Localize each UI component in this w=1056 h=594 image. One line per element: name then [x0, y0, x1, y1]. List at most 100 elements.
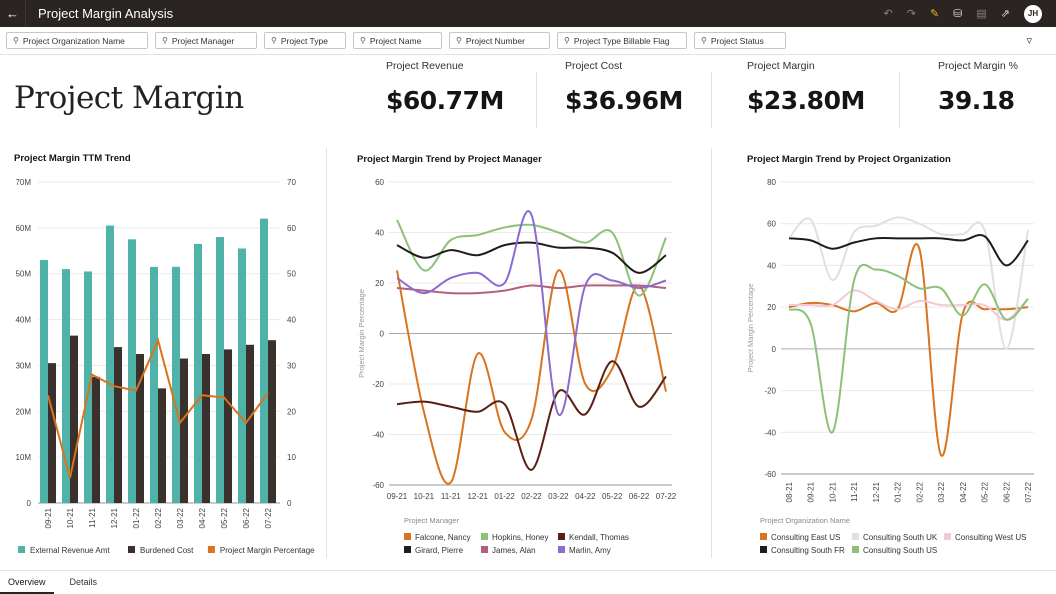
y-tick-label: -20 — [764, 387, 776, 396]
tab-overview[interactable]: Overview — [0, 571, 54, 594]
x-tick-label: 09-21 — [44, 507, 53, 528]
series-line — [396, 210, 667, 416]
legend-swatch — [760, 533, 767, 540]
kpi-value: $60.77M — [386, 86, 504, 115]
data-icon[interactable]: ⛁ — [953, 8, 963, 20]
x-tick-label: 10-21 — [66, 507, 75, 528]
series-line — [788, 216, 1029, 350]
filter-label: Project Organization Name — [22, 35, 125, 46]
kpi-label: Project Margin % — [938, 60, 1018, 72]
series-line — [788, 263, 1029, 434]
present-icon[interactable]: ⇗ — [1000, 8, 1010, 20]
x-tick-label: 10-21 — [828, 481, 837, 502]
series-line — [396, 269, 667, 485]
x-tick-label: 11-21 — [850, 481, 859, 501]
bar-cost — [268, 340, 276, 503]
filter-label: Project Manager — [171, 35, 235, 46]
kpi-value: $23.80M — [747, 86, 865, 115]
kpi-label: Project Cost — [565, 60, 623, 72]
app-title: Project Margin Analysis — [38, 6, 174, 21]
y-tick-label: 40 — [767, 261, 776, 270]
avatar[interactable]: JH — [1024, 4, 1042, 23]
x-tick-label: 05-22 — [981, 481, 990, 502]
x-tick-label: 06-22 — [629, 492, 650, 501]
filter-label: Project Status — [710, 35, 764, 46]
x-tick-label: 04-22 — [575, 492, 596, 501]
y-axis-title: Project Margin Percentage — [357, 289, 366, 378]
legend-title: Project Organization Name — [760, 516, 850, 525]
bar-cost — [202, 353, 210, 503]
x-tick-label: 11-21 — [88, 507, 97, 527]
page-tabs: Overview Details — [0, 570, 1056, 594]
bar-cost — [48, 363, 56, 503]
y2-tick-label: 40 — [287, 316, 296, 325]
undo-icon[interactable]: ↶ — [883, 8, 893, 20]
legend-swatch — [404, 546, 411, 553]
pin-icon: ⚲ — [360, 36, 366, 45]
y2-tick-label: 60 — [287, 224, 296, 233]
x-tick-label: 01-22 — [894, 481, 903, 502]
divider — [711, 148, 712, 558]
filter-chip[interactable]: ⚲ Project Name — [353, 32, 442, 49]
filter-chip[interactable]: ⚲ Project Status — [694, 32, 786, 49]
x-tick-label: 07-22 — [1024, 481, 1033, 502]
legend-label: Consulting East US — [771, 533, 840, 542]
x-tick-label: 04-22 — [198, 507, 207, 528]
x-tick-label: 12-21 — [110, 507, 119, 528]
y-axis-title: Project Margin Percentage — [746, 284, 755, 373]
tab-details[interactable]: Details — [69, 577, 98, 587]
legend-swatch — [207, 546, 215, 553]
bar-cost — [180, 358, 188, 503]
x-tick-label: 10-21 — [414, 492, 435, 501]
filter-label: Project Type Billable Flag — [573, 35, 670, 46]
legend-label: Consulting West US — [955, 533, 1026, 542]
legend-title: Project Manager — [404, 516, 460, 525]
series-line — [789, 289, 1029, 321]
chart-title: Project Margin Trend by Project Manager — [357, 154, 542, 165]
filter-chip[interactable]: ⚲ Project Manager — [155, 32, 257, 49]
filter-icon[interactable]: ▿ — [1026, 35, 1032, 47]
chart-title: Project Margin Trend by Project Organiza… — [747, 154, 951, 165]
kpi-label: Project Margin — [747, 60, 815, 72]
legend-swatch — [404, 533, 411, 540]
y-tick-label: 20 — [375, 279, 384, 288]
x-tick-label: 01-22 — [132, 507, 141, 528]
filter-chip[interactable]: ⚲ Project Organization Name — [6, 32, 148, 49]
y2-tick-label: 70 — [287, 178, 296, 187]
legend-swatch — [852, 546, 859, 553]
filter-label: Project Number — [465, 35, 525, 46]
redo-icon[interactable]: ↷ — [906, 8, 916, 20]
back-arrow-icon[interactable]: ← — [0, 0, 26, 27]
bar-revenue — [172, 266, 180, 503]
x-tick-label: 04-22 — [959, 481, 968, 502]
y2-tick-label: 50 — [287, 270, 296, 279]
filter-chip[interactable]: ⚲ Project Number — [449, 32, 550, 49]
bar-cost — [224, 349, 232, 503]
bar-revenue — [238, 248, 246, 503]
divider — [326, 148, 327, 558]
x-tick-label: 11-21 — [441, 492, 461, 501]
y-tick-label: 20M — [15, 407, 31, 416]
legend-swatch — [481, 533, 488, 540]
filter-chip[interactable]: ⚲ Project Type Billable Flag — [557, 32, 687, 49]
filter-chip[interactable]: ⚲ Project Type — [264, 32, 346, 49]
x-tick-label: 12-21 — [872, 481, 881, 502]
x-tick-label: 06-22 — [242, 507, 251, 528]
bar-cost — [246, 344, 254, 503]
comment-icon[interactable]: ▤ — [976, 8, 987, 20]
bar-cost — [114, 347, 122, 503]
legend-label: Consulting South FR — [771, 546, 845, 555]
bar-revenue — [128, 239, 136, 504]
y-tick-label: -60 — [372, 481, 384, 490]
filter-bar: ⚲ Project Organization Name ⚲ Project Manag… — [0, 27, 1056, 55]
kpi-project-margin-pct: Project Margin % 39.18 — [938, 60, 1018, 128]
legend-swatch — [18, 546, 25, 553]
x-tick-label: 03-22 — [937, 481, 946, 502]
y-tick-label: 60 — [375, 178, 384, 187]
series-line — [396, 241, 667, 274]
bar-revenue — [260, 218, 268, 503]
legend-label: Marlin, Amy — [569, 546, 611, 555]
filter-label: Project Name — [369, 35, 422, 46]
edit-icon[interactable]: ✎ — [929, 8, 940, 20]
